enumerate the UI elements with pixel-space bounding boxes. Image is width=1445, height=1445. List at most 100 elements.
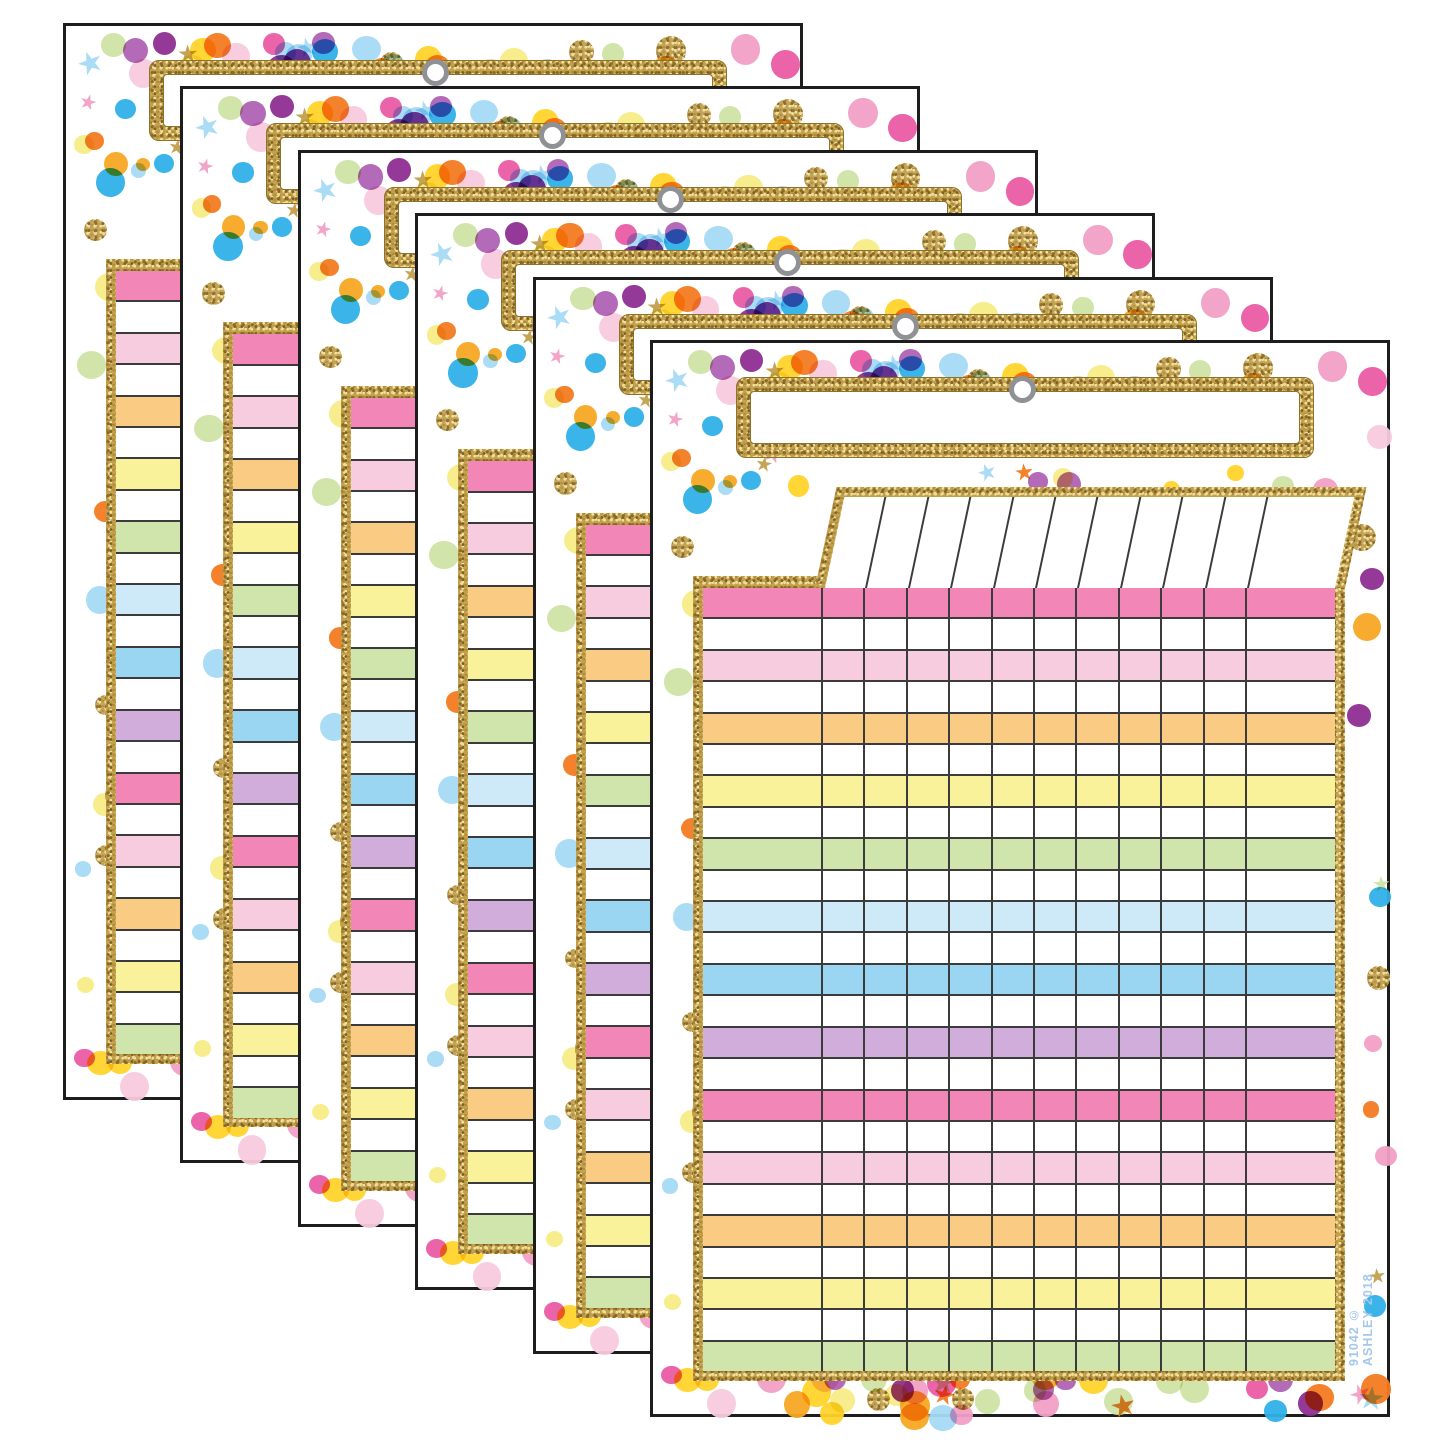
confetti-dot-icon bbox=[504, 221, 529, 246]
grid-row bbox=[703, 1059, 1335, 1091]
mark-cell bbox=[1162, 839, 1205, 869]
mark-cell bbox=[1077, 996, 1120, 1026]
mark-cell bbox=[1120, 1184, 1163, 1215]
confetti-dot-icon bbox=[623, 407, 644, 427]
confetti-dot-icon bbox=[225, 1114, 249, 1138]
confetti-dot-icon bbox=[954, 233, 977, 256]
mark-cell bbox=[1120, 870, 1163, 901]
confetti-dot-icon bbox=[387, 158, 411, 182]
confetti-dot-icon bbox=[1123, 240, 1152, 270]
mark-cell bbox=[1035, 933, 1078, 963]
confetti-dot-icon bbox=[899, 349, 922, 371]
mark-cell bbox=[1077, 776, 1120, 806]
name-cell bbox=[703, 713, 823, 744]
mark-cell bbox=[1205, 619, 1247, 649]
mark-cell bbox=[993, 1090, 1035, 1120]
confetti-dot-icon bbox=[718, 480, 733, 495]
confetti-dot-icon bbox=[212, 758, 235, 779]
confetti-star-icon: ★ bbox=[663, 405, 687, 434]
confetti-dot-icon bbox=[589, 1325, 619, 1355]
confetti-dot-icon bbox=[577, 1304, 602, 1328]
mark-cell bbox=[1120, 1278, 1163, 1309]
name-cell bbox=[703, 996, 823, 1026]
mark-cell bbox=[993, 1341, 1035, 1372]
mark-cell bbox=[823, 745, 866, 775]
confetti-dot-icon bbox=[1353, 612, 1382, 642]
confetti-dot-icon bbox=[452, 223, 479, 248]
mark-cell bbox=[865, 682, 908, 712]
confetti-dot-icon bbox=[319, 258, 339, 277]
confetti-dot-icon bbox=[469, 99, 499, 126]
total-cell bbox=[1247, 1342, 1335, 1371]
name-cell bbox=[703, 1059, 823, 1089]
confetti-dot-icon bbox=[318, 345, 342, 368]
mark-cell bbox=[1035, 870, 1078, 901]
mark-cell bbox=[1077, 713, 1120, 744]
mark-cell bbox=[865, 839, 908, 869]
total-cell bbox=[1247, 651, 1335, 680]
confetti-dot-icon bbox=[108, 1051, 132, 1074]
confetti-dot-icon bbox=[1055, 1371, 1076, 1391]
total-cell bbox=[1247, 619, 1335, 648]
grid-row bbox=[703, 650, 1335, 683]
mark-cell bbox=[1035, 1121, 1078, 1152]
mark-cell bbox=[908, 870, 951, 901]
mark-cell bbox=[823, 1184, 866, 1215]
confetti-dot-icon bbox=[1317, 351, 1348, 382]
confetti-dot-icon bbox=[564, 948, 587, 969]
confetti-dot-icon bbox=[429, 95, 452, 118]
confetti-dot-icon bbox=[739, 348, 764, 372]
mark-cell bbox=[1035, 964, 1078, 995]
mark-cell bbox=[1035, 1153, 1078, 1183]
mark-cell bbox=[1162, 870, 1205, 901]
mark-cell bbox=[1077, 1247, 1120, 1277]
mark-cell bbox=[1035, 1090, 1078, 1120]
mark-cell bbox=[1120, 1341, 1163, 1372]
confetti-dot-icon bbox=[710, 354, 736, 380]
grid-row bbox=[703, 1341, 1335, 1372]
confetti-dot-icon bbox=[546, 1230, 564, 1247]
name-cell bbox=[703, 1121, 823, 1152]
confetti-star-icon: ★ bbox=[76, 88, 100, 117]
mark-cell bbox=[865, 996, 908, 1026]
total-cell bbox=[1247, 808, 1335, 837]
confetti-dot-icon bbox=[217, 96, 244, 121]
mark-cell bbox=[1120, 619, 1163, 649]
mark-cell bbox=[908, 1027, 951, 1058]
grid-row bbox=[703, 1310, 1335, 1342]
confetti-dot-icon bbox=[240, 100, 266, 127]
mark-cell bbox=[1035, 996, 1078, 1026]
confetti-dot-icon bbox=[85, 585, 114, 615]
hang-hole bbox=[422, 59, 449, 86]
mark-cell bbox=[993, 1121, 1035, 1152]
hang-hole bbox=[774, 249, 802, 277]
confetti-dot-icon bbox=[446, 690, 469, 713]
mark-cell bbox=[823, 807, 866, 838]
mark-cell bbox=[1077, 870, 1120, 901]
name-cell bbox=[703, 1278, 823, 1309]
mark-cell bbox=[1120, 588, 1163, 618]
mark-cell bbox=[908, 682, 951, 712]
mark-cell bbox=[1205, 1153, 1247, 1183]
mark-cell bbox=[1162, 1341, 1205, 1372]
mark-cell bbox=[1120, 1153, 1163, 1183]
confetti-dot-icon bbox=[1227, 464, 1244, 482]
mark-cell bbox=[950, 1278, 993, 1309]
mark-cell bbox=[823, 650, 866, 681]
mark-cell bbox=[1120, 713, 1163, 744]
confetti-dot-icon bbox=[663, 1293, 681, 1311]
mark-cell bbox=[823, 1090, 866, 1120]
mark-cell bbox=[865, 870, 908, 901]
incentive-chart-6: ★★★★★★★★★★★★★★★★ 91042 © ASHLEY 2018 bbox=[650, 340, 1397, 1431]
mark-cell bbox=[993, 996, 1035, 1026]
total-cell bbox=[1247, 682, 1335, 711]
total-cell bbox=[1247, 745, 1335, 774]
mark-cell bbox=[1120, 807, 1163, 838]
mark-cell bbox=[1120, 682, 1163, 712]
confetti-star-icon: ★ bbox=[545, 342, 570, 370]
mark-cell bbox=[865, 745, 908, 775]
name-cell bbox=[703, 1341, 823, 1372]
name-cell bbox=[703, 1247, 823, 1277]
mark-cell bbox=[1077, 1278, 1120, 1309]
mark-cell bbox=[1077, 964, 1120, 995]
